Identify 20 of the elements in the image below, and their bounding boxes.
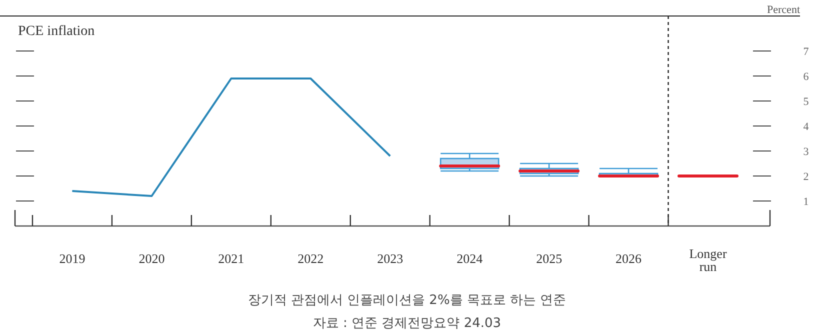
y-tick-label: 6: [803, 71, 810, 83]
y-tick-label: 5: [803, 96, 810, 108]
x-tick-label: Longer run: [689, 246, 728, 274]
y-tick-label: 1: [803, 196, 809, 208]
y-tick-label: 7: [803, 46, 810, 58]
x-tick-label: 2022: [298, 251, 324, 266]
x-tick-label: 2024: [456, 251, 484, 266]
annotation: 자료 : 연준 경제전망요약 24.03: [312, 316, 502, 331]
x-tick-label: 2025: [536, 251, 562, 266]
y-tick-label: 2: [803, 171, 809, 183]
x-tick-label: 2026: [616, 251, 642, 266]
x-tick-label: 2019: [59, 251, 86, 266]
ylabel: Percent: [767, 4, 800, 16]
y-tick-label: 3: [803, 146, 810, 158]
x-tick-label: 2020: [138, 251, 165, 266]
title: PCE inflation: [18, 24, 95, 39]
x-tick-label: 2021: [218, 251, 244, 266]
x-tick-label: 2023: [377, 251, 404, 266]
annotation: 장기적 관점에서 인플레이션을 2%를 목표로 하는 연준: [248, 293, 566, 308]
y-tick-label: 4: [803, 121, 810, 133]
